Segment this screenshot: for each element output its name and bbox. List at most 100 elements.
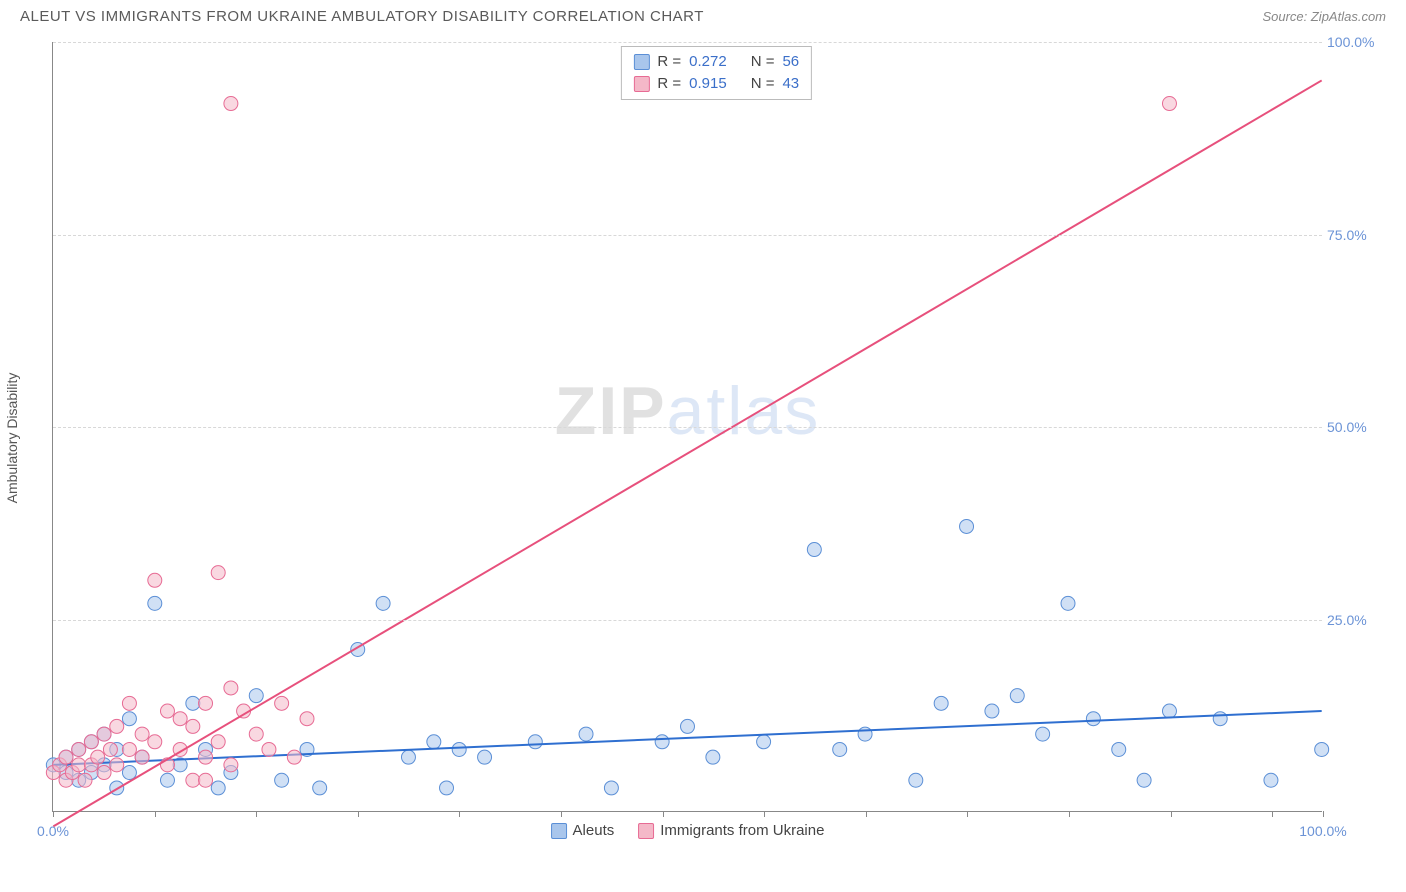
x-tick bbox=[866, 811, 867, 817]
data-point bbox=[224, 758, 238, 772]
y-tick-label: 100.0% bbox=[1327, 34, 1377, 50]
data-point bbox=[1162, 97, 1176, 111]
trend-line bbox=[53, 80, 1321, 826]
legend-series-label: Immigrants from Ukraine bbox=[660, 822, 824, 839]
gridline-h bbox=[53, 235, 1322, 236]
plot-area: ZIPatlas R =0.272N =56R =0.915N =43 Aleu… bbox=[52, 42, 1322, 812]
data-point bbox=[211, 735, 225, 749]
data-point bbox=[110, 758, 124, 772]
data-point bbox=[249, 689, 263, 703]
data-point bbox=[427, 735, 441, 749]
y-tick-label: 50.0% bbox=[1327, 419, 1377, 435]
data-point bbox=[275, 696, 289, 710]
legend-stat-row: R = 0.915 N = 43 bbox=[633, 73, 799, 95]
legend-r-label: R = bbox=[657, 51, 681, 73]
chart-title: ALEUT VS IMMIGRANTS FROM UKRAINE AMBULAT… bbox=[20, 8, 704, 25]
plot-container: Ambulatory Disability ZIPatlas R =0.272N… bbox=[52, 42, 1382, 834]
data-point bbox=[440, 781, 454, 795]
data-point bbox=[313, 781, 327, 795]
legend-n-label: N = bbox=[751, 73, 775, 95]
legend-swatch bbox=[633, 54, 649, 70]
data-point bbox=[1112, 742, 1126, 756]
legend-series-item: Aleuts bbox=[551, 822, 615, 839]
data-point bbox=[934, 696, 948, 710]
data-point bbox=[1086, 712, 1100, 726]
data-point bbox=[186, 773, 200, 787]
gridline-h bbox=[53, 620, 1322, 621]
legend-series-item: Immigrants from Ukraine bbox=[638, 822, 824, 839]
x-tick bbox=[764, 811, 765, 817]
legend-n-value: 56 bbox=[782, 51, 799, 73]
legend-n-label: N = bbox=[751, 51, 775, 73]
x-tick bbox=[1069, 811, 1070, 817]
data-point bbox=[1162, 704, 1176, 718]
data-point bbox=[478, 750, 492, 764]
data-point bbox=[211, 566, 225, 580]
data-point bbox=[78, 773, 92, 787]
data-point bbox=[97, 727, 111, 741]
data-point bbox=[833, 742, 847, 756]
data-point bbox=[960, 519, 974, 533]
data-point bbox=[985, 704, 999, 718]
data-point bbox=[199, 773, 213, 787]
data-point bbox=[275, 773, 289, 787]
legend-swatch bbox=[633, 76, 649, 92]
legend-r-value: 0.915 bbox=[689, 73, 727, 95]
data-point bbox=[249, 727, 263, 741]
data-point bbox=[604, 781, 618, 795]
data-point bbox=[1036, 727, 1050, 741]
data-point bbox=[135, 727, 149, 741]
data-point bbox=[186, 719, 200, 733]
data-point bbox=[199, 696, 213, 710]
data-point bbox=[401, 750, 415, 764]
data-point bbox=[706, 750, 720, 764]
legend-series-label: Aleuts bbox=[573, 822, 615, 839]
legend-swatch bbox=[551, 823, 567, 839]
data-point bbox=[1137, 773, 1151, 787]
x-tick bbox=[155, 811, 156, 817]
data-point bbox=[300, 712, 314, 726]
data-point bbox=[148, 573, 162, 587]
data-point bbox=[224, 681, 238, 695]
data-point bbox=[122, 766, 136, 780]
data-point bbox=[135, 750, 149, 764]
legend-series: Aleuts Immigrants from Ukraine bbox=[551, 822, 825, 839]
data-point bbox=[1213, 712, 1227, 726]
data-point bbox=[160, 704, 174, 718]
x-tick bbox=[967, 811, 968, 817]
data-point bbox=[72, 742, 86, 756]
data-point bbox=[262, 742, 276, 756]
data-point bbox=[224, 97, 238, 111]
data-point bbox=[122, 712, 136, 726]
x-tick bbox=[1323, 811, 1324, 817]
gridline-h bbox=[53, 42, 1322, 43]
data-point bbox=[97, 766, 111, 780]
data-point bbox=[1061, 596, 1075, 610]
data-point bbox=[148, 735, 162, 749]
legend-n-value: 43 bbox=[782, 73, 799, 95]
legend-r-label: R = bbox=[657, 73, 681, 95]
data-point bbox=[681, 719, 695, 733]
title-bar: ALEUT VS IMMIGRANTS FROM UKRAINE AMBULAT… bbox=[0, 0, 1406, 29]
x-tick bbox=[561, 811, 562, 817]
data-point bbox=[376, 596, 390, 610]
data-point bbox=[110, 719, 124, 733]
y-axis-label: Ambulatory Disability bbox=[4, 373, 20, 504]
data-point bbox=[103, 742, 117, 756]
y-tick-label: 75.0% bbox=[1327, 227, 1377, 243]
x-tick bbox=[358, 811, 359, 817]
data-point bbox=[528, 735, 542, 749]
x-tick-label-start: 0.0% bbox=[37, 823, 69, 839]
x-tick bbox=[1171, 811, 1172, 817]
data-point bbox=[807, 543, 821, 557]
data-point bbox=[160, 773, 174, 787]
y-tick-label: 25.0% bbox=[1327, 612, 1377, 628]
legend-swatch bbox=[638, 823, 654, 839]
data-point bbox=[91, 750, 105, 764]
data-point bbox=[122, 696, 136, 710]
data-point bbox=[122, 742, 136, 756]
x-tick bbox=[663, 811, 664, 817]
legend-stats: R =0.272N =56R =0.915N =43 bbox=[620, 46, 812, 100]
data-point bbox=[1315, 742, 1329, 756]
gridline-h bbox=[53, 427, 1322, 428]
